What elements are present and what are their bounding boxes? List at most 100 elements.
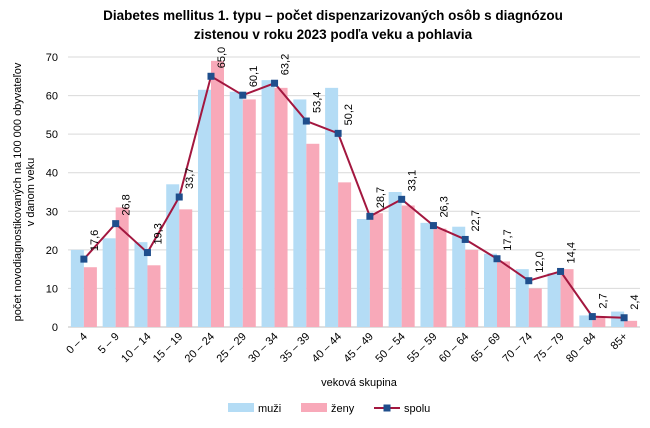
bar — [497, 261, 510, 327]
bar — [547, 273, 561, 327]
bar — [198, 89, 211, 328]
line — [83, 74, 625, 319]
bar — [452, 226, 466, 327]
bar — [579, 315, 593, 327]
data-label: 33,7 — [184, 168, 196, 189]
bar — [338, 182, 352, 327]
bar — [83, 267, 97, 327]
marker — [493, 255, 501, 263]
legend-label: ženy — [331, 403, 355, 415]
x-tick-label: 65 – 69 — [469, 331, 503, 365]
x-tick-label: 10 – 14 — [119, 331, 153, 365]
y-axis-label: v danom veku — [25, 158, 37, 226]
data-label: 2,7 — [597, 293, 609, 308]
bar — [115, 207, 129, 327]
marker — [366, 212, 374, 220]
y-tick-label: 0 — [52, 322, 58, 334]
legend-label: spolu — [404, 403, 430, 415]
data-label: 26,3 — [438, 196, 450, 217]
bar — [242, 99, 256, 327]
x-axis-label: veková skupina — [321, 377, 398, 389]
bar — [261, 80, 275, 328]
bar — [274, 87, 288, 327]
marker — [239, 91, 247, 99]
x-tick-label: 80 – 84 — [564, 331, 598, 365]
data-label: 65,0 — [216, 47, 228, 68]
bar — [433, 228, 447, 327]
bar — [592, 316, 606, 327]
x-tick-label: 15 – 19 — [151, 331, 185, 365]
data-label: 17,6 — [89, 230, 101, 251]
marker — [143, 249, 151, 257]
data-label: 2,4 — [629, 294, 641, 309]
marker — [112, 220, 120, 228]
chart-title: zistenou v roku 2023 podľa veku a pohlav… — [194, 27, 473, 42]
legend-swatch — [301, 403, 327, 412]
bar — [147, 265, 161, 327]
marker — [620, 314, 628, 322]
x-tick-label: 35 – 39 — [278, 331, 312, 365]
marker — [302, 117, 310, 125]
data-label: 12,0 — [534, 251, 546, 272]
data-label: 19,3 — [152, 223, 164, 244]
y-tick-label: 70 — [46, 52, 58, 64]
marker — [175, 193, 183, 201]
bar — [560, 269, 574, 327]
bar — [179, 209, 193, 327]
x-tick-label: 25 – 29 — [214, 331, 248, 365]
bar — [369, 213, 383, 327]
bar — [624, 320, 638, 327]
bar — [484, 253, 497, 327]
data-label: 60,1 — [248, 66, 260, 87]
legend-label: muži — [258, 403, 281, 415]
y-tick-label: 40 — [46, 168, 58, 180]
x-tick-label: 5 – 9 — [96, 331, 122, 357]
x-tick-label: 85+ — [609, 331, 631, 353]
x-tick-label: 50 – 54 — [373, 331, 407, 365]
marker — [207, 72, 215, 80]
y-tick-label: 10 — [46, 283, 58, 295]
bar — [401, 205, 415, 327]
x-tick-label: 75 – 79 — [532, 331, 566, 365]
data-label: 26,8 — [121, 194, 133, 215]
marker — [271, 79, 279, 87]
data-label: 63,2 — [280, 54, 292, 75]
bar — [420, 222, 434, 327]
bar — [356, 219, 370, 327]
marker — [588, 313, 596, 321]
bar — [166, 184, 180, 327]
bar — [211, 60, 224, 327]
data-label: 33,1 — [407, 170, 419, 191]
data-label: 50,2 — [343, 104, 355, 125]
bar — [293, 99, 307, 327]
marker — [429, 222, 437, 230]
bar — [306, 143, 320, 327]
legend-swatch — [228, 403, 254, 412]
bar — [325, 87, 339, 327]
y-tick-label: 20 — [46, 245, 58, 257]
y-tick-label: 50 — [46, 129, 58, 141]
x-tick-label: 30 – 34 — [246, 331, 280, 365]
y-axis-label: počet novodiagnostikovaných na 100 000 o… — [12, 62, 24, 321]
x-tick-label: 45 – 49 — [342, 331, 376, 365]
data-label: 28,7 — [375, 187, 387, 208]
bar — [528, 288, 542, 327]
bar — [465, 249, 479, 327]
bar — [134, 242, 148, 327]
data-label: 14,4 — [566, 242, 578, 263]
x-tick-label: 40 – 44 — [310, 331, 344, 365]
marker — [461, 235, 469, 243]
bar — [229, 91, 243, 327]
x-tick-label: 20 – 24 — [183, 331, 217, 365]
legend-swatch — [383, 404, 391, 412]
marker — [525, 277, 533, 285]
chart-title: Diabetes mellitus 1. typu – počet dispen… — [103, 8, 563, 23]
marker — [557, 267, 565, 275]
x-tick-label: 60 – 64 — [437, 331, 471, 365]
x-tick-label: 70 – 74 — [500, 331, 534, 365]
bar — [388, 192, 402, 327]
x-tick-label: 0 – 4 — [64, 331, 90, 357]
data-label: 22,7 — [470, 210, 482, 231]
y-tick-label: 60 — [46, 91, 58, 103]
